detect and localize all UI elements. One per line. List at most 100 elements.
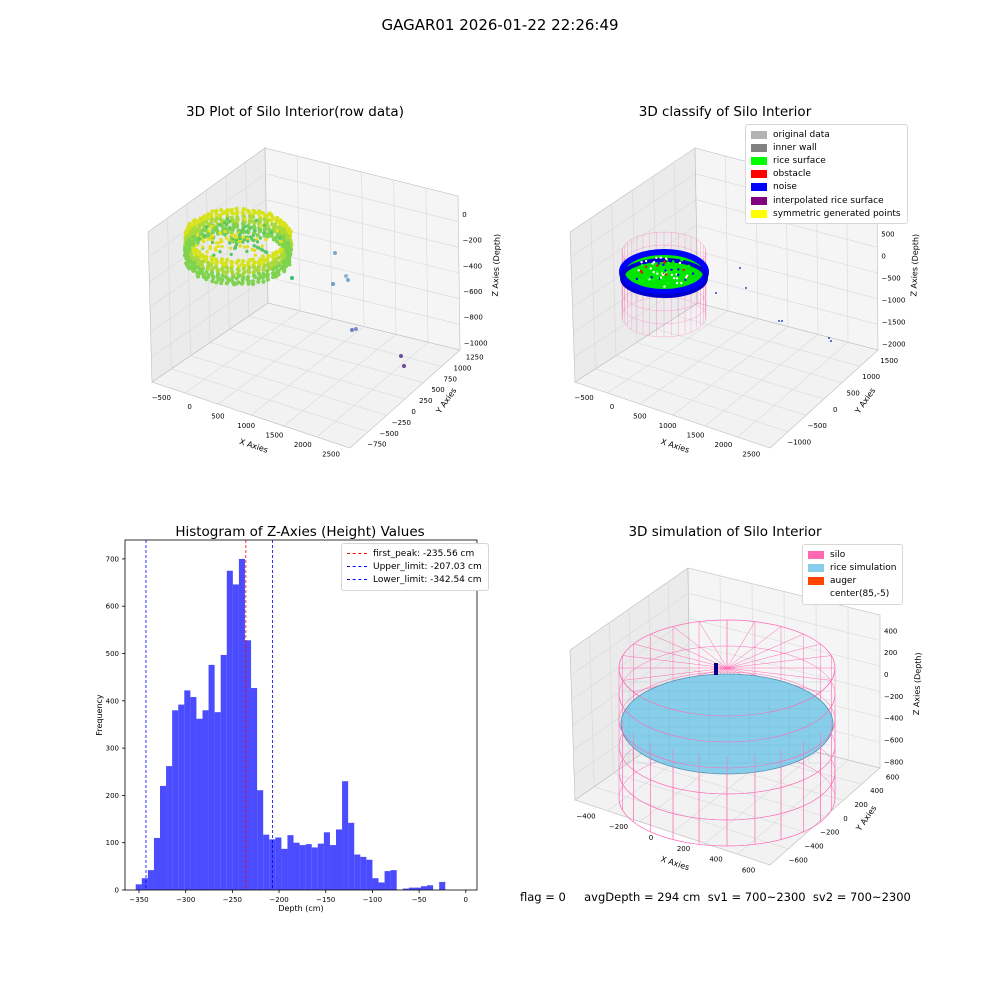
raw-point (222, 220, 227, 225)
x-tick-label: 1500 (266, 431, 284, 439)
raw-point (227, 238, 232, 242)
raw-point (258, 224, 263, 228)
classify-point (640, 263, 644, 267)
classify-point (637, 269, 640, 272)
x-tick-label: 0 (610, 403, 614, 411)
x-tick-label: −100 (363, 896, 382, 904)
raw-point (206, 237, 210, 241)
y-tick-label: −400 (804, 843, 823, 851)
classify-point (677, 268, 680, 271)
raw-point (240, 277, 245, 282)
y-tick-label: −750 (367, 441, 386, 449)
z-tick-label: 0 (462, 211, 466, 219)
classify-point (657, 262, 660, 265)
histogram-bars (135, 558, 446, 890)
legend-swatch (808, 590, 824, 599)
raw-outlier-point (290, 276, 294, 280)
classify-point (644, 259, 648, 263)
classify-point (661, 265, 665, 268)
raw-point (195, 270, 200, 276)
raw-point (209, 217, 214, 222)
classify-point (641, 279, 644, 283)
histogram-bar (190, 697, 197, 890)
legend-swatch (808, 550, 824, 559)
raw-point (261, 279, 266, 284)
legend-entry: noise (751, 181, 901, 194)
raw-point (254, 218, 259, 223)
legend-swatch (751, 156, 767, 165)
z-tick-label: −1000 (464, 339, 488, 347)
raw-point (254, 237, 259, 241)
classify-point (661, 270, 664, 273)
raw-point (201, 223, 206, 228)
histogram-bar (378, 882, 385, 890)
z-tick-label: −500 (882, 274, 901, 282)
figure-title: GAGAR01 2026-01-22 22:26:49 (381, 16, 619, 34)
raw-point (269, 218, 274, 223)
histogram-bar (390, 870, 397, 890)
raw-point (189, 263, 194, 268)
raw-point (256, 279, 261, 284)
histogram-y-label: Frequency (95, 694, 104, 736)
classify-point (644, 265, 648, 268)
y-tick-label: 0 (843, 815, 847, 823)
histogram-bar (226, 570, 233, 890)
classify-point (649, 267, 652, 270)
classify-point-cloud (619, 231, 832, 342)
classify-point (675, 277, 679, 280)
x-tick-label: 400 (709, 856, 722, 864)
raw-point (277, 236, 282, 240)
raw-point (205, 250, 209, 254)
x-tick-label: 200 (677, 845, 690, 853)
histogram-reference-lines (145, 540, 273, 890)
raw-point (243, 224, 248, 229)
classify-point (691, 272, 695, 275)
raw-point (238, 232, 242, 236)
classify-point (638, 278, 641, 281)
raw-point (219, 280, 224, 286)
raw-point (201, 215, 206, 220)
legend-label: symmetric generated points (773, 208, 901, 219)
raw-point (210, 209, 215, 214)
simulation-plot-title: 3D simulation of Silo Interior (628, 524, 822, 540)
legend-entry: interpolated rice surface (751, 194, 901, 207)
raw-point (285, 249, 290, 255)
grid-line (570, 173, 696, 258)
auger (714, 663, 718, 675)
classify-point (652, 270, 655, 274)
z-tick-label: 200 (884, 649, 897, 657)
classify-point (664, 257, 668, 260)
histogram-x-label: Depth (cm) (278, 904, 323, 913)
classify-point (667, 262, 671, 265)
raw-point (258, 236, 263, 240)
z-tick-label: −800 (464, 314, 483, 322)
histogram-bar (439, 881, 446, 890)
grid-line (265, 173, 459, 222)
raw-point (216, 277, 221, 282)
raw-point (193, 222, 198, 227)
legend-label: rice simulation (830, 562, 897, 573)
histogram-title: Histogram of Z-Axies (Height) Values (175, 524, 425, 540)
histogram-bar (160, 785, 167, 890)
x-tick-label: 0 (649, 834, 653, 842)
histogram-bar (166, 766, 173, 890)
legend-swatch (751, 143, 767, 152)
raw-point (185, 253, 190, 259)
classify-point (656, 276, 660, 280)
raw-point (274, 265, 279, 270)
histogram-bar (208, 664, 215, 890)
x-tick-label: −350 (129, 896, 148, 904)
raw-point (255, 232, 260, 238)
legend-swatch (751, 183, 767, 192)
raw-point (260, 244, 264, 248)
raw-point (265, 268, 270, 274)
histogram-ticks: −350 −300 −250 −200 −150 −100 −50 0 0 100 200 300 40… (106, 555, 468, 904)
y-tick-label: 700 (106, 555, 119, 563)
legend-entry: original data (751, 128, 901, 141)
raw-outlier-point (354, 327, 358, 331)
raw-point (228, 246, 233, 250)
raw-point (250, 214, 256, 220)
raw-point (209, 270, 215, 275)
z-tick-label: −600 (463, 288, 482, 296)
raw-point (195, 239, 200, 244)
